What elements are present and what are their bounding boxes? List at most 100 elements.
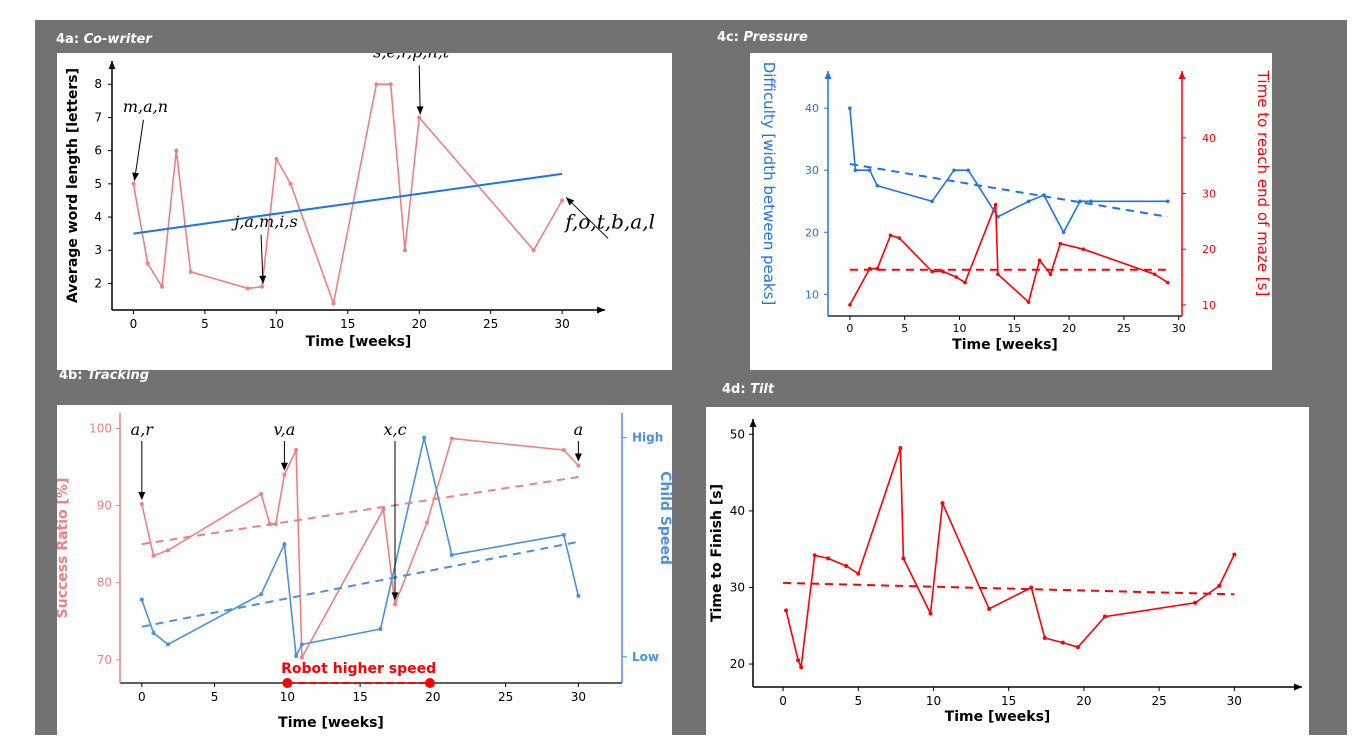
data-point <box>417 115 422 120</box>
range-marker-start <box>282 678 293 688</box>
data-point <box>166 548 171 553</box>
data-point <box>996 272 1000 277</box>
data-point <box>374 82 379 87</box>
panel-title-4c: 4c: Pressure <box>717 30 808 45</box>
data-point <box>393 602 398 607</box>
data-point <box>576 593 581 598</box>
trend-line <box>849 163 1168 218</box>
data-point <box>898 446 903 451</box>
data-point <box>402 248 407 253</box>
data-point <box>966 168 971 173</box>
trend-line <box>141 476 579 546</box>
data-point <box>1058 241 1063 246</box>
annotation-word: j,a,m,i,s <box>231 212 297 231</box>
left-y-axis-label: Difficulty [width between peaks] <box>760 62 778 306</box>
x-axis-arrow <box>597 306 605 314</box>
x-tick-label: 20 <box>1076 694 1091 708</box>
data-point <box>378 627 383 631</box>
chart-svg: 0 5 10 15 20 25 30 20 30 40 50 Time [weeks] Time to … <box>709 419 1302 725</box>
chart-4a-co-writer: 0 5 10 15 20 25 30 2 3 4 5 6 7 8 Time [weeks] Average w… <box>57 53 672 370</box>
data-point <box>1089 199 1093 204</box>
data-point <box>844 564 849 569</box>
data-point <box>449 552 454 557</box>
data-point <box>145 261 150 266</box>
left-y-tick-label: 10 <box>805 288 819 301</box>
x-tick-label: 15 <box>340 317 355 331</box>
data-point <box>1217 583 1222 588</box>
annotation-arrowhead <box>132 172 140 181</box>
trend-line <box>133 172 563 235</box>
left-y-tick-label: 80 <box>97 576 112 590</box>
left-y-tick-label: 40 <box>805 102 819 115</box>
x-axis-label: Time [weeks] <box>278 715 384 731</box>
x-tick-label: 0 <box>779 694 787 708</box>
series-line <box>141 437 579 661</box>
data-point <box>1165 199 1170 204</box>
data-point <box>449 436 454 441</box>
right-y-tick-label: 30 <box>1202 188 1216 201</box>
data-point <box>987 606 992 611</box>
data-point <box>259 492 264 496</box>
left-y-axis-label: Success Ratio [%] <box>57 478 71 619</box>
data-point <box>848 303 852 307</box>
right-y-axis-label: Child Speed <box>657 471 672 565</box>
y-tick-label: 20 <box>730 657 745 671</box>
data-point <box>1152 272 1157 277</box>
annotation-word: x,c <box>383 420 406 439</box>
annotation-arrowhead <box>566 197 575 206</box>
annotation-word: m,a,n <box>123 97 168 116</box>
x-axis-label: Time [weeks] <box>952 337 1058 353</box>
data-point <box>1061 230 1066 235</box>
series-line <box>132 83 563 307</box>
data-point <box>897 236 902 240</box>
data-point <box>422 435 427 440</box>
data-point <box>930 199 934 204</box>
data-point <box>331 301 336 306</box>
annotation-arrowhead <box>574 453 582 462</box>
x-tick-label: 5 <box>901 322 908 335</box>
left-y-tick-label: 20 <box>805 226 819 239</box>
y-tick-label: 50 <box>730 427 745 441</box>
x-axis-label: Time [weeks] <box>306 334 412 350</box>
right-y-axis-arrow <box>1178 71 1186 79</box>
series-line <box>849 108 1168 235</box>
annotation-arrow <box>418 65 421 115</box>
data-point <box>1037 258 1042 263</box>
y-tick-label: 7 <box>94 110 102 124</box>
data-point <box>853 168 858 173</box>
right-y-tick-label: 20 <box>1202 243 1216 256</box>
chart-svg: 0 5 10 15 20 25 30 10 20 30 40 10 20 30 40 Time [weeks]… <box>760 62 1272 353</box>
data-point <box>963 280 967 285</box>
annotation-arrowhead <box>416 106 424 115</box>
data-point <box>260 284 265 289</box>
annotation-arrowhead <box>259 275 267 284</box>
data-point <box>139 502 144 507</box>
data-point <box>294 654 299 658</box>
x-tick-label: 30 <box>1227 694 1242 708</box>
data-point <box>561 448 566 453</box>
x-tick-label: 0 <box>138 690 146 704</box>
data-point <box>888 233 893 238</box>
data-point <box>1193 600 1198 605</box>
data-point <box>826 556 831 561</box>
annotation-word: v,a <box>274 420 296 439</box>
data-point <box>799 665 804 670</box>
y-tick-label: 5 <box>94 177 102 191</box>
data-point <box>875 183 880 188</box>
series-line <box>849 204 1169 306</box>
range-marker-label: Robot higher speed <box>281 661 436 677</box>
left-y-axis-arrow <box>824 71 832 79</box>
y-tick-label: 40 <box>730 504 745 518</box>
y-tick-label: 8 <box>94 77 102 91</box>
y-tick-label: 4 <box>94 210 102 224</box>
x-tick-label: 5 <box>854 694 862 708</box>
data-point <box>1042 635 1047 640</box>
range-marker-end <box>424 678 435 688</box>
left-y-tick-label: 70 <box>97 653 112 667</box>
data-point <box>259 592 264 597</box>
y-axis-label: Time to Finish [s] <box>709 484 725 622</box>
series-line <box>141 437 580 659</box>
x-tick-label: 15 <box>1001 694 1016 708</box>
x-axis-label: Time [weeks] <box>945 709 1051 725</box>
x-tick-label: 10 <box>269 317 284 331</box>
